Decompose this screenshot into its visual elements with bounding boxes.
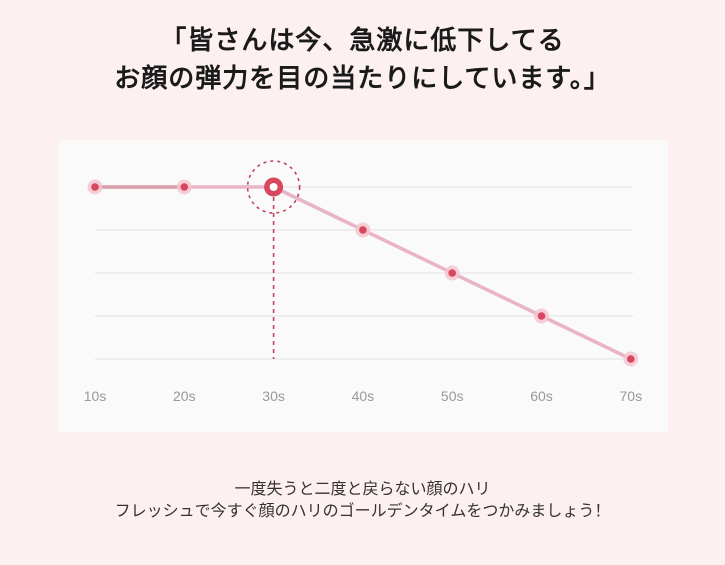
data-point — [627, 355, 635, 363]
highlight-dashed-circle — [246, 160, 301, 214]
x-axis-label: 60s — [530, 388, 553, 404]
data-point — [180, 183, 189, 191]
x-axis-label: 40s — [352, 388, 375, 404]
x-axis-label: 70s — [620, 388, 643, 404]
headline: 「皆さんは今、急激に低下してる お顔の弾力を目の当たりにしています。」 — [0, 22, 725, 98]
x-axis-label: 20s — [173, 388, 196, 404]
chart-card: 10s 20s 30s 40s 50s 60s 70s — [59, 140, 668, 432]
caption-line-1: 一度失うと二度と戻らない顔のハリ — [234, 479, 491, 498]
x-axis-label: 30s — [262, 388, 285, 404]
data-point — [448, 269, 457, 277]
highlight-point-center — [269, 183, 278, 191]
data-point — [91, 183, 99, 191]
x-axis-label: 50s — [441, 388, 464, 404]
data-point — [537, 312, 546, 320]
headline-line-2: お顔の弾力を目の当たりにしています。」 — [114, 64, 611, 94]
caption-line-2: フレッシュで今すぐ顔のハリのゴールデンタイムをつかみましょう！ — [114, 501, 611, 520]
line-chart: 10s 20s 30s 40s 50s 60s 70s — [84, 160, 643, 404]
headline-line-1: 「皆さんは今、急激に低下してる — [160, 26, 565, 56]
data-point — [359, 226, 367, 234]
caption: 一度失うと二度と戻らない顔のハリ フレッシュで今すぐ顔のハリのゴールデンタイムを… — [0, 478, 725, 522]
x-axis-label: 10s — [84, 388, 107, 404]
